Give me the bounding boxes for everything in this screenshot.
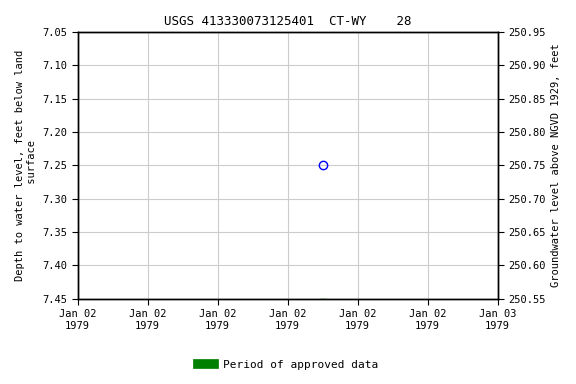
Y-axis label: Groundwater level above NGVD 1929, feet: Groundwater level above NGVD 1929, feet [551, 43, 561, 287]
Title: USGS 413330073125401  CT-WY    28: USGS 413330073125401 CT-WY 28 [164, 15, 411, 28]
Legend: Period of approved data: Period of approved data [193, 356, 383, 375]
Y-axis label: Depth to water level, feet below land
 surface: Depth to water level, feet below land su… [15, 50, 37, 281]
